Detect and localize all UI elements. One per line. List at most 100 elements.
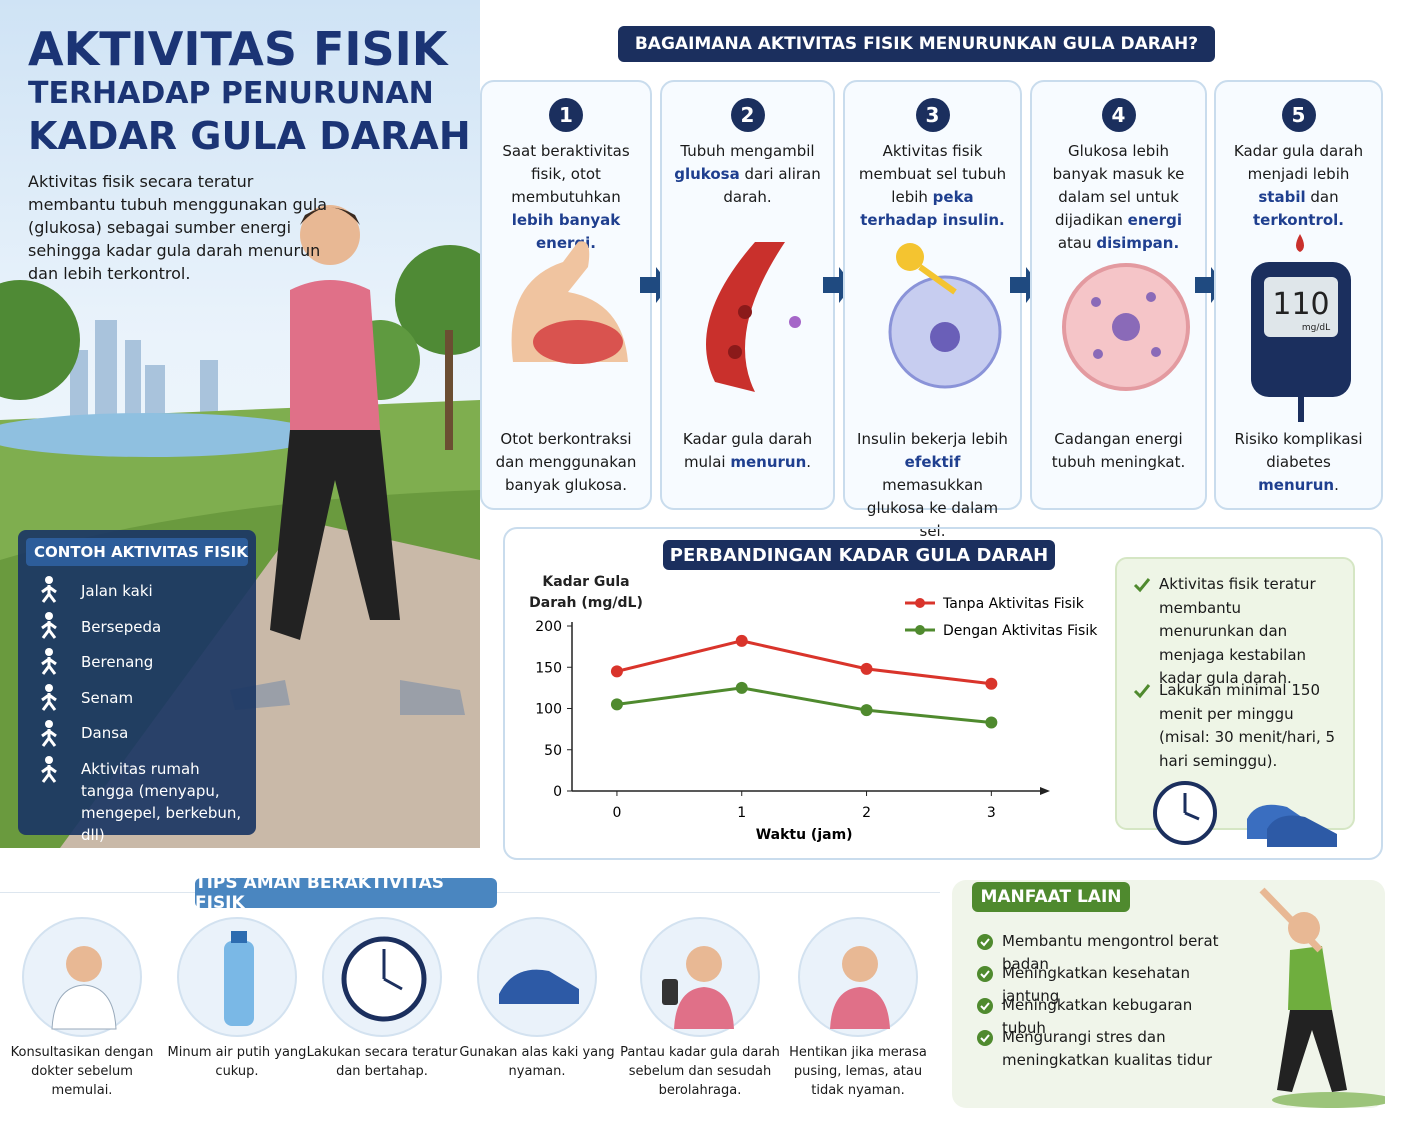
hero-subtitle: TERHADAP PENURUNAN xyxy=(28,76,434,111)
step-card: 1 Saat beraktivitas fisik, otot membutuhk… xyxy=(480,80,652,510)
step-card: 4 Glukosa lebih banyak masuk ke dalam sel… xyxy=(1030,80,1207,510)
tips-title: TIPS AMAN BERAKTIVITAS FISIK xyxy=(195,873,497,913)
activity-label: Bersepeda xyxy=(81,617,162,636)
step-text: Kadar gula darah mulai menurun. xyxy=(670,428,825,474)
y-tick-label: 0 xyxy=(553,784,562,800)
step-text: Cadangan energi tubuh meningkat. xyxy=(1040,428,1197,474)
tip-illustration xyxy=(662,946,734,1029)
step-card: 3 Aktivitas fisik membuat sel tubuh lebih… xyxy=(843,80,1022,540)
data-point xyxy=(610,665,623,678)
check-icon xyxy=(977,1030,993,1046)
tip-illustration xyxy=(830,946,890,1029)
step-text: Tubuh mengambil glukosa dari aliran dara… xyxy=(670,140,825,209)
hero-description: Aktivitas fisik secara teratur membantu … xyxy=(28,172,328,283)
tip-icon xyxy=(477,917,597,1037)
data-point xyxy=(735,634,748,647)
text: Tubuh mengambil xyxy=(680,142,815,160)
text: atau xyxy=(1057,234,1097,252)
y-tick-label: 100 xyxy=(535,702,562,718)
notes-box: Aktivitas fisik teratur membantu menurun… xyxy=(1115,557,1355,847)
tip-icon xyxy=(322,917,442,1037)
activity-label: Senam xyxy=(81,688,134,707)
activity-label: Berenang xyxy=(81,653,154,671)
text: Insulin bekerja lebih xyxy=(857,430,1008,448)
text: Kadar gula darah mulai xyxy=(682,430,813,471)
step-number: 4 xyxy=(1101,98,1136,132)
tip-icon xyxy=(798,917,918,1037)
activity-icon xyxy=(41,612,57,639)
tip-text: Gunakan alas kaki yang nyaman. xyxy=(459,1045,615,1079)
emphasis-text: efektif xyxy=(904,453,961,471)
text: Risiko komplikasi diabetes xyxy=(1234,430,1363,471)
series-line xyxy=(616,639,992,686)
data-point xyxy=(985,677,998,690)
x-tick-label: 3 xyxy=(987,805,996,821)
step-illustration xyxy=(1061,263,1190,391)
step-card: 5 Kadar gula darah menjadi lebih stabil d… xyxy=(1214,80,1383,510)
tip-illustration xyxy=(224,931,254,1026)
tip-text: Minum air putih yang cukup. xyxy=(167,1045,307,1079)
text: Kadar gula darah menjadi lebih xyxy=(1233,142,1364,183)
benefit-text: Membantu mengontrol berat badan xyxy=(1002,932,1219,973)
step-illustration xyxy=(888,243,1001,389)
text: Cadangan energi tubuh meningkat. xyxy=(1051,430,1186,471)
chart-title: PERBANDINGAN KADAR GULA DARAH xyxy=(663,540,1055,570)
activity-label: Jalan kaki xyxy=(81,582,153,600)
emphasis-text: disimpan. xyxy=(1096,234,1180,252)
y-axis-label: Kadar Gula Darah (mg/dL) xyxy=(529,574,643,611)
step-text: Otot berkontraksi dan menggunakan banyak… xyxy=(490,428,642,497)
y-tick-label: 150 xyxy=(535,660,562,676)
benefit-text: Meningkatkan kebugaran tubuh xyxy=(1002,996,1193,1037)
data-point xyxy=(860,704,873,717)
step-text: Glukosa lebih banyak masuk ke dalam sel … xyxy=(1040,140,1197,255)
tip-text: Lakukan secara teratur dan bertahap. xyxy=(306,1045,458,1079)
check-icon xyxy=(977,934,993,950)
tip-illustration xyxy=(51,946,117,1030)
text: Glukosa lebih banyak masuk ke dalam sel … xyxy=(1052,142,1185,229)
x-tick-label: 0 xyxy=(612,805,621,821)
text: dari aliran darah. xyxy=(723,165,821,206)
benefits-title: MANFAAT LAIN xyxy=(972,882,1130,912)
emphasis-text: stabil xyxy=(1258,188,1306,206)
legend-swatch xyxy=(915,598,925,608)
activity-icon xyxy=(41,576,57,603)
notes-illustration xyxy=(1153,781,1337,847)
emphasis-text: menurun xyxy=(730,453,807,471)
activity-icon xyxy=(41,684,57,711)
check-icon xyxy=(977,998,993,1014)
tip-text: Konsultasikan dengan dokter sebelum memu… xyxy=(10,1045,154,1098)
process-title: BAGAIMANA AKTIVITAS FISIK MENURUNKAN GUL… xyxy=(618,26,1215,62)
series-line xyxy=(616,686,992,725)
activity-icon xyxy=(41,756,57,783)
benefit-text: Meningkatkan kesehatan jantung xyxy=(1002,964,1190,1005)
x-tick-label: 1 xyxy=(737,805,746,821)
text: dan xyxy=(1305,188,1339,206)
check-icon xyxy=(977,966,993,982)
activity-icon xyxy=(41,648,57,675)
legend-swatch xyxy=(915,625,925,635)
step-text: Saat beraktivitas fisik, otot membutuhka… xyxy=(490,140,642,255)
tip-icon xyxy=(640,917,760,1037)
text: memasukkan glukosa ke dalam sel. xyxy=(866,476,999,540)
activity-icon xyxy=(41,720,57,747)
y-tick-label: 200 xyxy=(535,619,562,635)
data-point xyxy=(735,681,748,694)
step-text: Risiko komplikasi diabetes menurun. xyxy=(1224,428,1373,497)
emphasis-text: menurun xyxy=(1258,476,1335,494)
text: Saat beraktivitas fisik, otot membutuhka… xyxy=(502,142,630,206)
meter-reading: 110 xyxy=(1272,287,1329,322)
step-text: Kadar gula darah menjadi lebih stabil da… xyxy=(1224,140,1373,232)
step-number: 5 xyxy=(1281,98,1316,132)
step-text: Aktivitas fisik membuat sel tubuh lebih … xyxy=(853,140,1012,232)
tip-text: Hentikan jika merasa pusing, lemas, atau… xyxy=(789,1045,927,1098)
tip-illustration xyxy=(499,969,579,1004)
chart-panel xyxy=(503,527,1383,860)
text: Otot berkontraksi dan menggunakan banyak… xyxy=(495,430,637,494)
emphasis-text: terkontrol. xyxy=(1252,211,1344,229)
benefits-box: MANFAAT LAIN Membantu mengontrol berat b… xyxy=(952,880,1385,1108)
step-illustration xyxy=(705,242,801,392)
y-tick-label: 50 xyxy=(544,743,562,759)
